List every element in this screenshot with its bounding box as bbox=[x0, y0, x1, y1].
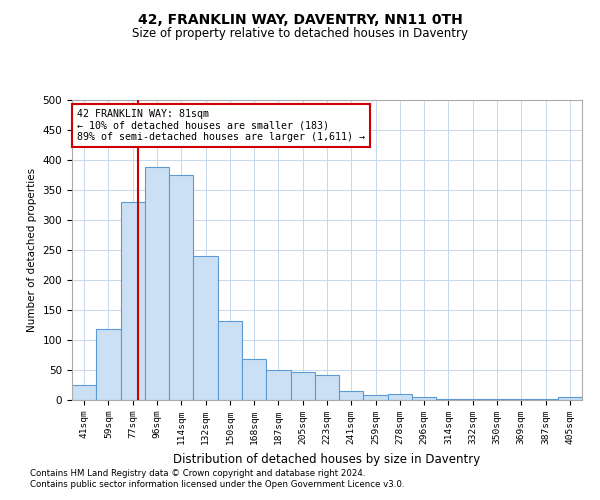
Bar bbox=[388, 394, 412, 400]
Bar bbox=[121, 202, 145, 400]
Bar bbox=[266, 370, 290, 400]
Text: Contains HM Land Registry data © Crown copyright and database right 2024.: Contains HM Land Registry data © Crown c… bbox=[30, 468, 365, 477]
Bar bbox=[290, 372, 315, 400]
Y-axis label: Number of detached properties: Number of detached properties bbox=[27, 168, 37, 332]
Text: Contains public sector information licensed under the Open Government Licence v3: Contains public sector information licen… bbox=[30, 480, 404, 489]
Bar bbox=[218, 321, 242, 400]
Bar bbox=[145, 167, 169, 400]
Bar bbox=[193, 256, 218, 400]
Text: 42 FRANKLIN WAY: 81sqm
← 10% of detached houses are smaller (183)
89% of semi-de: 42 FRANKLIN WAY: 81sqm ← 10% of detached… bbox=[77, 109, 365, 142]
Bar bbox=[72, 385, 96, 400]
Bar bbox=[315, 375, 339, 400]
Text: Size of property relative to detached houses in Daventry: Size of property relative to detached ho… bbox=[132, 28, 468, 40]
Bar bbox=[558, 397, 582, 400]
Bar bbox=[364, 395, 388, 400]
Bar bbox=[436, 399, 461, 400]
Text: 42, FRANKLIN WAY, DAVENTRY, NN11 0TH: 42, FRANKLIN WAY, DAVENTRY, NN11 0TH bbox=[137, 12, 463, 26]
Bar bbox=[412, 397, 436, 400]
Bar bbox=[169, 175, 193, 400]
Bar bbox=[242, 359, 266, 400]
X-axis label: Distribution of detached houses by size in Daventry: Distribution of detached houses by size … bbox=[173, 452, 481, 466]
Bar bbox=[339, 391, 364, 400]
Bar bbox=[96, 329, 121, 400]
